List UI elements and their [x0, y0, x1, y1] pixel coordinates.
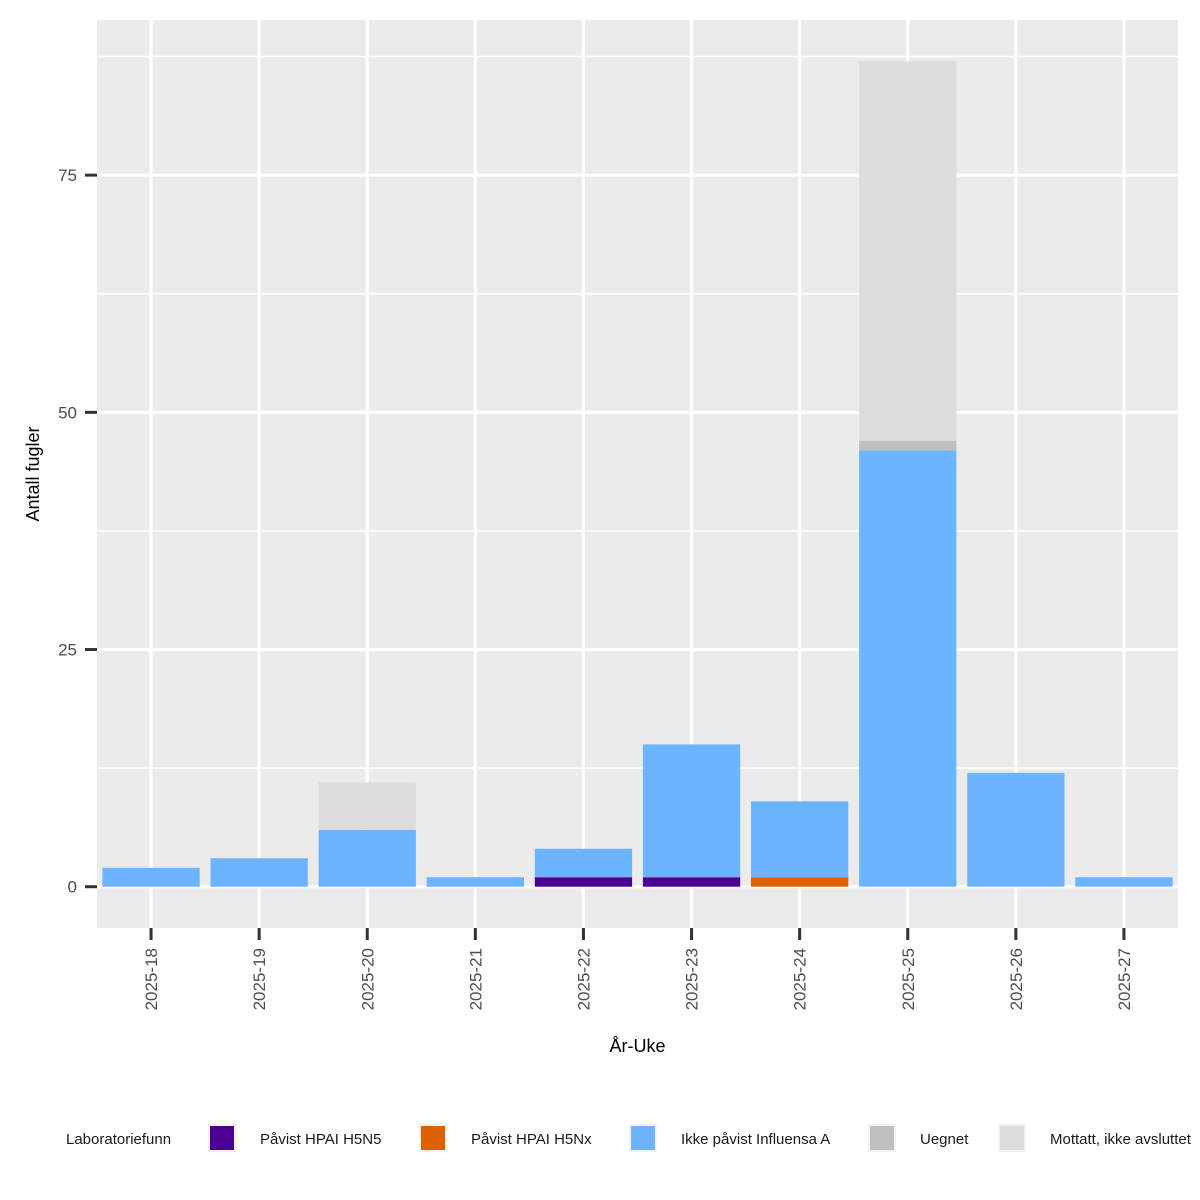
bar-segment	[318, 829, 416, 887]
bar-segment	[426, 877, 524, 887]
x-tick-label: 2025-20	[358, 948, 377, 1010]
bar-segment	[751, 877, 849, 887]
y-axis-title: Antall fugler	[23, 426, 43, 521]
legend-label: Påvist HPAI H5N5	[260, 1131, 381, 1148]
x-tick-label: 2025-26	[1007, 948, 1026, 1010]
bar-segment	[534, 848, 633, 878]
y-axis: 0 25 50 75	[58, 166, 97, 897]
legend-label: Påvist HPAI H5Nx	[471, 1131, 592, 1148]
x-tick-label: 2025-27	[1115, 948, 1134, 1010]
legend-swatch	[1000, 1126, 1024, 1150]
x-axis: 2025-18 2025-19 2025-20 2025-21 2025-22 2025-…	[142, 928, 1134, 1010]
bar-segment	[534, 877, 633, 887]
x-tick-label: 2025-18	[142, 948, 161, 1010]
bar-segment	[102, 867, 200, 887]
bar-segment	[751, 801, 849, 878]
bar-segment	[642, 877, 741, 887]
y-tick-label: 0	[68, 878, 77, 897]
x-tick-label: 2025-21	[466, 948, 485, 1010]
legend-label: Mottatt, ikke avsluttet	[1050, 1131, 1192, 1148]
legend-label: Uegnet	[920, 1131, 969, 1148]
bar-segment	[642, 744, 741, 878]
legend-swatch	[210, 1126, 234, 1150]
bar-segment	[210, 858, 308, 887]
bar-segment	[859, 440, 957, 451]
x-tick-label: 2025-19	[250, 948, 269, 1010]
legend-swatch	[631, 1126, 655, 1150]
grid-lines	[97, 20, 1178, 928]
bar-segment	[1075, 877, 1173, 887]
x-tick-label: 2025-22	[574, 948, 593, 1010]
legend-label: Ikke påvist Influensa A	[681, 1131, 830, 1148]
bar-segment	[318, 782, 416, 830]
legend-swatch	[870, 1126, 894, 1150]
y-tick-label: 25	[58, 641, 77, 660]
x-tick-label: 2025-23	[683, 948, 702, 1010]
bars	[102, 61, 1173, 887]
x-tick-label: 2025-24	[791, 948, 810, 1010]
legend-title: Laboratoriefunn	[66, 1131, 171, 1148]
bar-segment	[859, 61, 957, 441]
legend-swatch	[421, 1126, 445, 1150]
y-tick-label: 75	[58, 166, 77, 185]
x-axis-title: År-Uke	[609, 1036, 665, 1056]
x-tick-label: 2025-25	[899, 948, 918, 1010]
y-tick-label: 50	[58, 403, 77, 422]
bar-segment	[859, 450, 957, 887]
bar-segment	[967, 772, 1065, 887]
legend: Laboratoriefunn Påvist HPAI H5N5 Påvist H…	[66, 1124, 1192, 1152]
